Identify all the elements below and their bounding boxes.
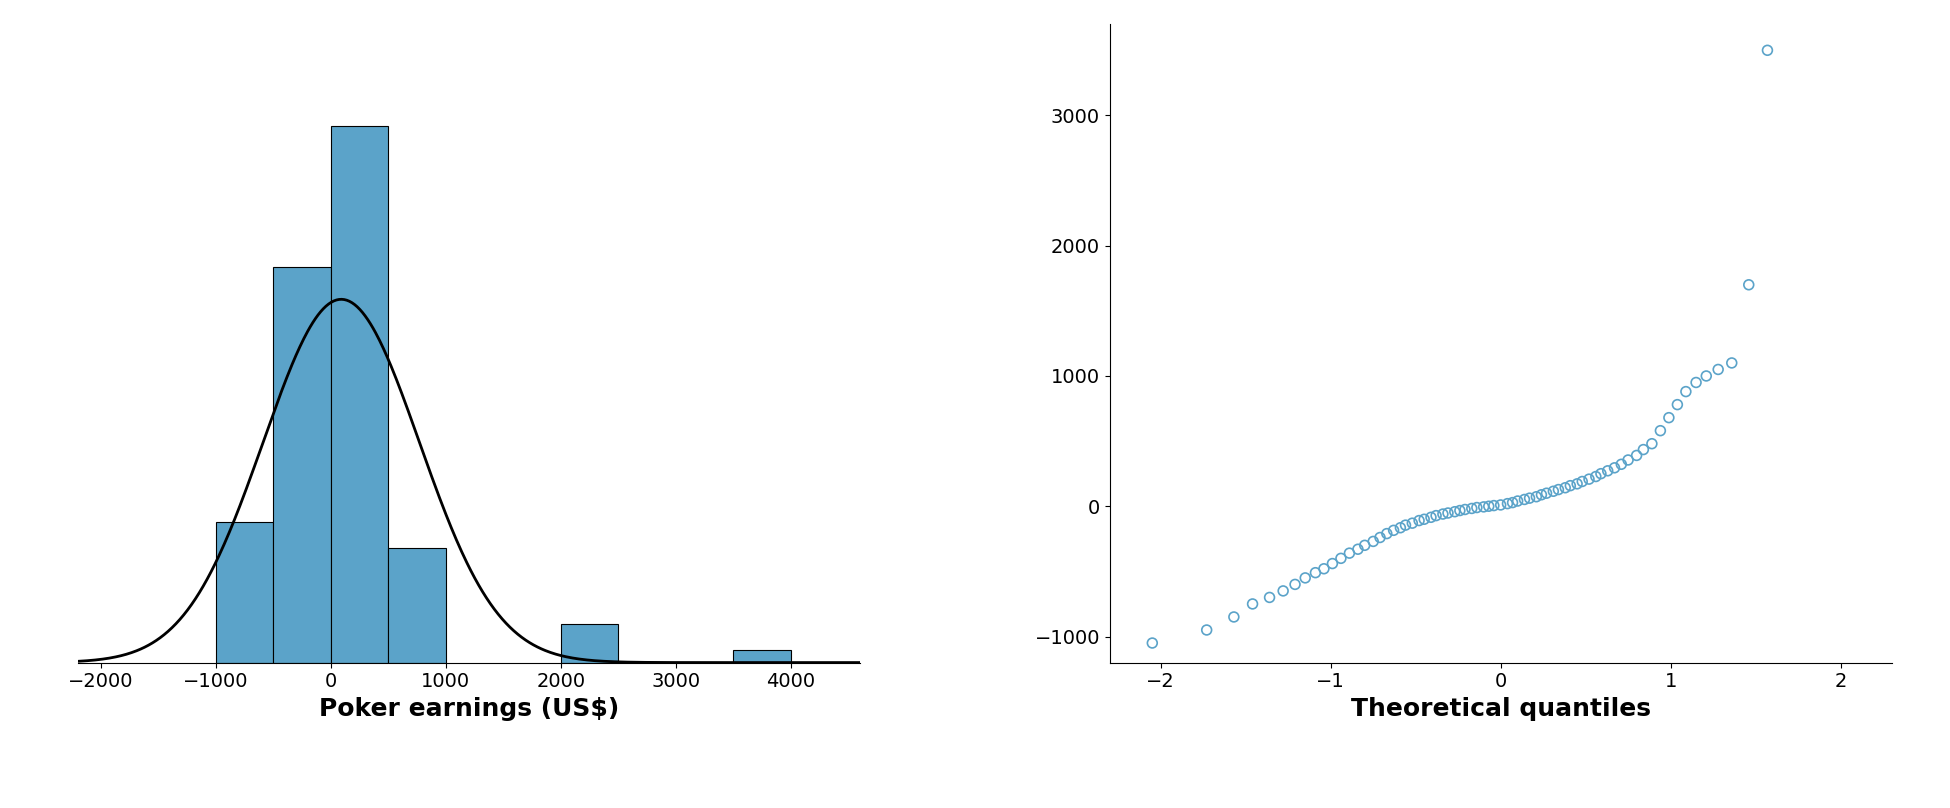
Point (1279, 578, 1310, 591)
Point (1661, 398, 1693, 411)
Point (1636, 437, 1667, 450)
Point (1550, 482, 1581, 494)
Point (1716, 356, 1747, 369)
Bar (332, 126, 388, 663)
Point (1254, 591, 1285, 604)
Point (1371, 527, 1402, 540)
Point (1308, 562, 1340, 575)
Point (1585, 467, 1617, 480)
Point (1542, 483, 1574, 496)
Bar (733, 650, 790, 663)
Point (1513, 492, 1544, 505)
Point (1326, 552, 1357, 565)
Point (1408, 513, 1439, 526)
Point (1681, 376, 1712, 389)
Point (1554, 479, 1585, 492)
Point (1521, 490, 1552, 503)
Point (1449, 503, 1480, 516)
Point (1427, 507, 1459, 520)
Point (1498, 496, 1529, 509)
Point (1502, 494, 1533, 507)
Point (1365, 531, 1396, 544)
Point (1591, 465, 1622, 478)
X-axis label: Poker earnings (US$): Poker earnings (US$) (318, 696, 618, 721)
Point (1289, 571, 1320, 584)
Point (1566, 475, 1597, 488)
Point (1390, 519, 1422, 532)
Point (1468, 500, 1500, 513)
Point (1404, 514, 1435, 527)
Point (1416, 511, 1447, 524)
Point (1478, 499, 1509, 512)
Point (1439, 505, 1470, 518)
Point (1492, 497, 1523, 510)
Bar (562, 625, 618, 663)
Point (1702, 363, 1734, 376)
Point (1334, 547, 1365, 560)
Point (1644, 424, 1675, 437)
Point (1509, 493, 1540, 506)
Point (1191, 624, 1223, 637)
Point (1539, 485, 1570, 498)
Point (1137, 637, 1168, 650)
X-axis label: Theoretical quantiles: Theoretical quantiles (1351, 696, 1650, 721)
Point (1562, 478, 1593, 490)
Point (1316, 557, 1347, 570)
Point (1628, 443, 1659, 456)
Point (1357, 535, 1388, 548)
Point (1472, 500, 1503, 513)
Point (1349, 539, 1381, 552)
Bar (273, 267, 332, 663)
Point (1342, 543, 1373, 556)
Point (1613, 453, 1644, 466)
Point (1445, 504, 1476, 517)
Point (1433, 507, 1464, 520)
Point (1574, 473, 1605, 486)
Point (1379, 524, 1410, 537)
Point (1461, 501, 1492, 514)
Point (1236, 597, 1268, 610)
Point (1778, 5, 1810, 18)
Point (1751, 44, 1782, 57)
Point (1691, 369, 1722, 382)
Point (1671, 385, 1702, 398)
Point (1268, 584, 1299, 597)
Point (1605, 458, 1636, 471)
Point (1734, 278, 1765, 291)
Point (1531, 486, 1562, 499)
Point (1384, 521, 1416, 534)
Point (1457, 502, 1488, 515)
Point (1599, 461, 1630, 474)
Point (1525, 488, 1556, 501)
Point (1580, 470, 1611, 483)
Bar (216, 522, 273, 663)
Point (1420, 509, 1451, 522)
Point (1219, 611, 1250, 624)
Point (1486, 499, 1517, 511)
Point (1620, 449, 1652, 462)
Bar (388, 548, 447, 663)
Point (1654, 411, 1685, 424)
Point (1301, 566, 1332, 579)
Point (1396, 516, 1427, 529)
